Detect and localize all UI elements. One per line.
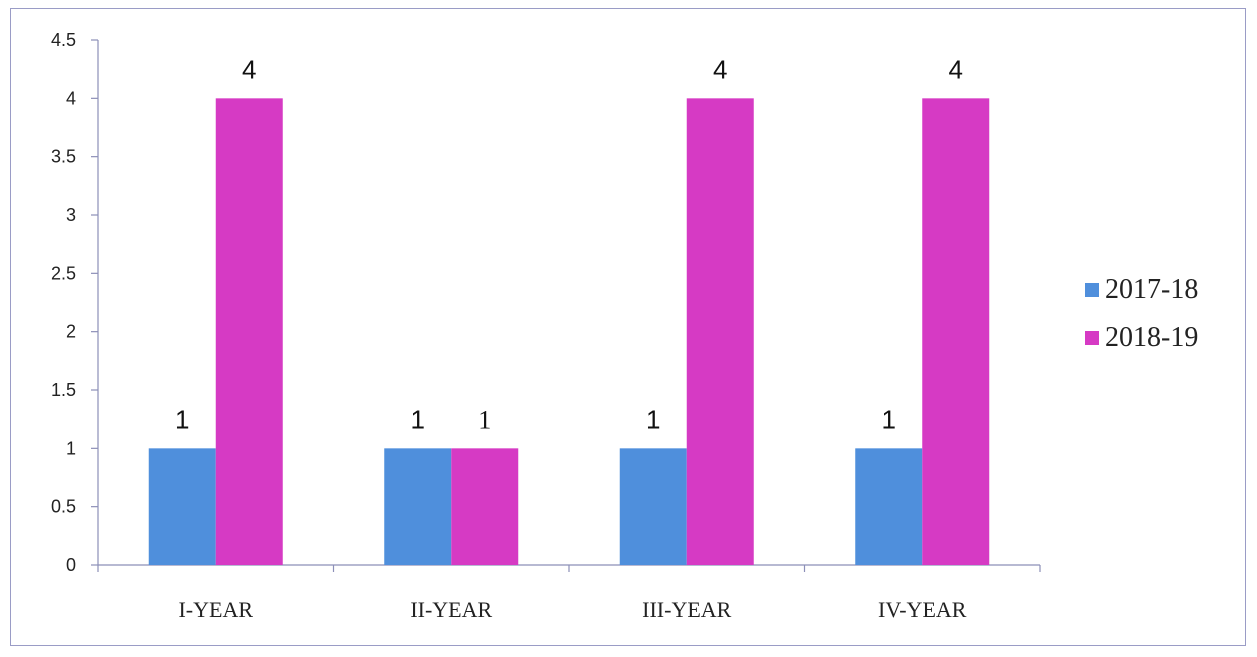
data-label: 4 (949, 54, 963, 84)
data-label: 1 (882, 404, 896, 434)
data-label: 1 (175, 404, 189, 434)
bar-s1-4 (855, 448, 923, 565)
y-tick-label: 0 (66, 555, 76, 575)
bar-s2-1 (215, 98, 283, 565)
y-tick-label: 3.5 (51, 147, 76, 167)
y-tick-label: 3 (66, 205, 76, 225)
y-axis: 0 0.5 1 1.5 2 2.5 3 3.5 4 4.5 (51, 30, 99, 575)
legend-label: 2017-18 (1105, 274, 1198, 305)
bar-s1-1 (148, 448, 216, 565)
legend-label: 2018-19 (1105, 322, 1198, 353)
bar-s2-4 (922, 98, 990, 565)
category-label: II-YEAR (410, 597, 492, 622)
y-tick-label: 2.5 (51, 263, 76, 283)
data-labels: 1 4 1 1 1 4 1 4 (175, 54, 963, 434)
y-tick-label: 4 (66, 88, 76, 108)
y-tick-label: 0.5 (51, 497, 76, 517)
data-label: 4 (242, 54, 256, 84)
legend-swatch (1085, 283, 1099, 297)
bars (148, 98, 990, 565)
data-label: 4 (713, 54, 727, 84)
bar-s1-3 (619, 448, 687, 565)
bar-s2-3 (686, 98, 754, 565)
legend: 2017-18 2018-19 (1085, 274, 1198, 353)
x-axis: I-YEAR II-YEAR III-YEAR IV-YEAR (97, 564, 1041, 622)
y-tick-label: 1 (66, 438, 76, 458)
y-tick-label: 1.5 (51, 380, 76, 400)
category-label: IV-YEAR (878, 597, 967, 622)
legend-swatch (1085, 331, 1099, 345)
category-label: I-YEAR (178, 597, 253, 622)
y-tick-label: 2 (66, 322, 76, 342)
bar-s1-2 (384, 448, 452, 565)
data-label: 1 (478, 405, 491, 434)
bar-s2-2 (451, 448, 519, 565)
data-label: 1 (646, 404, 660, 434)
data-label: 1 (411, 404, 425, 434)
category-label: III-YEAR (642, 597, 732, 622)
y-tick-label: 4.5 (51, 30, 76, 50)
